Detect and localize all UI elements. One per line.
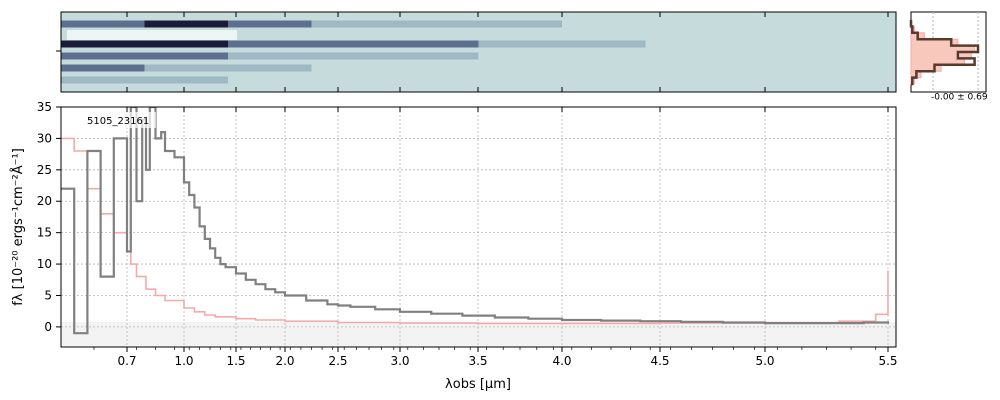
y-tick-label: 20 (37, 194, 52, 208)
y-axis-ticks: 0 5 10 15 20 25 30 35 (37, 100, 61, 334)
heatmap-cell (729, 76, 813, 84)
x-tick-label: 0.7 (117, 354, 136, 368)
profile-data (909, 20, 980, 86)
heatmap-cell (812, 20, 897, 28)
x-tick-label: 1.5 (226, 354, 245, 368)
profile-model (910, 20, 976, 85)
heatmap-cell (478, 40, 563, 48)
heatmap-cell (729, 20, 813, 28)
heatmap-cell (562, 76, 646, 84)
heatmap-cell (144, 64, 229, 72)
heatmap-cell (144, 40, 229, 48)
x-tick-label: 4.5 (650, 354, 669, 368)
spectrum-1d-panel: 0.7 1.0 1.5 2.0 2.5 3.0 3.5 4.0 4.5 5.0 5.5 0 5 10 15… (10, 100, 898, 392)
x-tick-label: 2.5 (328, 354, 347, 368)
x-axis-ticks: 0.7 1.0 1.5 2.0 2.5 3.0 3.5 4.0 4.5 5.0 5.5 (93, 107, 898, 368)
heatmap-cell (311, 40, 396, 48)
x-tick-label: 1.0 (174, 354, 193, 368)
y-tick-label: 10 (37, 257, 52, 271)
heatmap-cell (478, 52, 563, 60)
heatmap-cell (61, 76, 145, 84)
x-tick-label: 5.5 (878, 354, 897, 368)
flux-line (61, 107, 890, 335)
x-axis-label: λobs [μm] (445, 377, 511, 392)
object-label-box (84, 112, 156, 128)
heatmap-cell (61, 40, 145, 48)
heatmap-cell (562, 52, 646, 60)
y-tick-label: 30 (37, 131, 52, 145)
heatmap-cell (311, 64, 396, 72)
heatmap-cell (478, 20, 563, 28)
x-tick-label: 4.0 (552, 354, 571, 368)
profile-annotation: -0.00 ± 0.69 (931, 93, 988, 103)
heatmap-cell (61, 64, 145, 72)
heatmap-cell (812, 64, 897, 72)
x-tick-label: 3.5 (468, 354, 487, 368)
heatmap-cell (228, 20, 312, 28)
y-tick-label: 5 (44, 288, 52, 302)
heatmap-cell (645, 64, 730, 72)
grid-lines (61, 106, 896, 347)
heatmap-cell (144, 20, 229, 28)
heatmap-cell (61, 52, 145, 60)
heatmap-cell (395, 64, 479, 72)
heatmap-cell (144, 52, 229, 60)
heatmap-cell (228, 40, 312, 48)
heatmap-cell (395, 40, 479, 48)
spectrum-2d-ticks (56, 12, 889, 92)
spectrum-2d-panel (56, 11, 897, 93)
x-tick-label: 2.0 (275, 354, 294, 368)
spectrum-1d-frame (60, 106, 897, 348)
heatmap-cell (478, 64, 563, 72)
heatmap-cell (395, 20, 479, 28)
heatmap-cell (61, 20, 145, 28)
heatmap-cell (562, 20, 646, 28)
y-axis-label: fλ [10⁻²⁰ ergs⁻¹cm⁻²Å⁻¹] (10, 148, 26, 306)
heatmap-cell (395, 76, 479, 84)
object-label: 5105_23161 (87, 116, 149, 127)
y-tick-label: 15 (37, 226, 52, 240)
heatmap-cell (144, 76, 229, 84)
x-tick-label: 3.0 (390, 354, 409, 368)
x-tick-label: 5.0 (755, 354, 774, 368)
y-tick-label: 25 (37, 163, 52, 177)
spatial-profile-panel: -0.00 ± 0.69 (909, 11, 988, 103)
heatmap-cell (645, 40, 730, 48)
heatmap-cell (311, 76, 396, 84)
heatmap-cell (729, 40, 813, 48)
zero-band (61, 322, 896, 347)
heatmap-cell (67, 30, 237, 40)
heatmap-cell (311, 20, 396, 28)
heatmap-cell (562, 64, 646, 72)
heatmap-cell (645, 52, 730, 60)
heatmap-cell (228, 76, 312, 84)
heatmap-cell (729, 52, 813, 60)
profile-lines (909, 12, 980, 92)
heatmap-cell (562, 40, 646, 48)
heatmap-cell (395, 52, 479, 60)
heatmap-cell (228, 52, 312, 60)
heatmap-cell (812, 40, 897, 48)
y-tick-label: 0 (44, 320, 52, 334)
model-line (61, 137, 889, 325)
y-tick-label: 35 (37, 100, 52, 114)
heatmap-cell (311, 52, 396, 60)
heatmap-cell (228, 64, 312, 72)
heatmap-cell (645, 76, 730, 84)
heatmap-cell (478, 76, 563, 84)
heatmap-cell (729, 64, 813, 72)
heatmap-cell (812, 52, 897, 60)
spectrum-2d-heatmap (61, 20, 897, 84)
heatmap-cell (645, 20, 730, 28)
heatmap-cell (812, 76, 897, 84)
